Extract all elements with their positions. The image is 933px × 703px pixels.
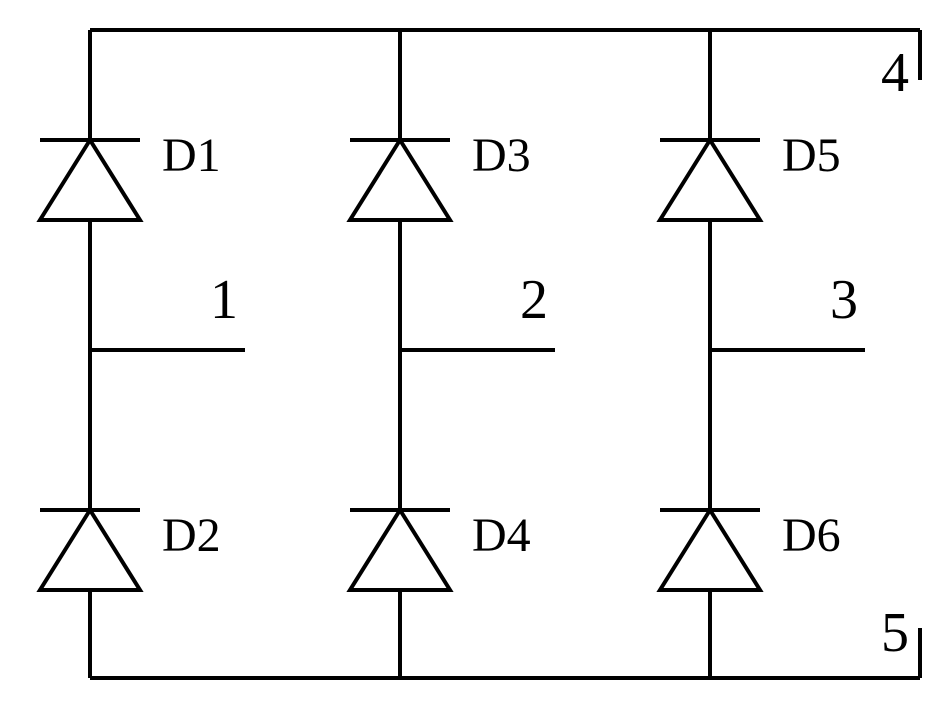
diode-label-d5: D5 [782,129,841,182]
diode-label-d1: D1 [162,129,221,182]
rectifier-bridge-diagram: D1 D2 D3 D4 D5 D6 1 2 3 4 5 [0,0,933,703]
output-label-bot: 5 [881,602,909,664]
diode-triangle-col2-lower [350,510,450,590]
diode-label-d3: D3 [472,129,531,182]
diode-triangle-col2-upper [350,140,450,220]
diode-label-d6: D6 [782,509,841,562]
diode-label-d2: D2 [162,509,221,562]
phase-label-1: 1 [210,269,238,331]
diode-triangle-col1-upper [40,140,140,220]
diode-triangle-col3-upper [660,140,760,220]
output-label-top: 4 [881,42,909,104]
diode-label-d4: D4 [472,509,531,562]
phase-label-3: 3 [830,269,858,331]
diode-triangle-col3-lower [660,510,760,590]
phase-label-2: 2 [520,269,548,331]
diode-triangle-col1-lower [40,510,140,590]
